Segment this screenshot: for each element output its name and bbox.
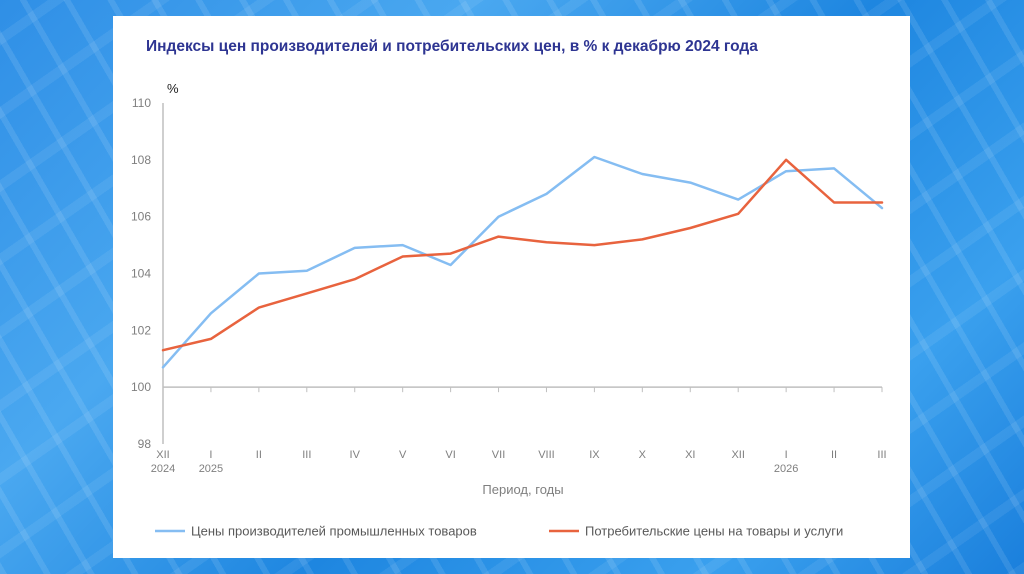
x-tick-label: IV <box>350 449 361 461</box>
x-year-label: 2024 <box>151 463 175 475</box>
series-line-1 <box>161 155 884 369</box>
x-year-label: 2025 <box>199 463 223 475</box>
x-tick-label: VIII <box>538 449 555 461</box>
y-tick-label: 106 <box>131 210 151 224</box>
chart-card <box>113 16 910 558</box>
legend: Цены производителей промышленных товаров… <box>155 524 843 539</box>
x-tick-label: V <box>399 449 407 461</box>
y-tick-label: 108 <box>131 153 151 167</box>
y-tick-label: 100 <box>131 380 151 394</box>
x-tick-label: II <box>256 449 262 461</box>
y-tick-label: 102 <box>131 323 151 337</box>
series-line-2 <box>161 158 884 352</box>
x-tick-label: I <box>209 449 212 461</box>
x-tick-label: III <box>302 449 311 461</box>
x-tick-label: II <box>831 449 837 461</box>
y-tick-label: 98 <box>138 437 152 451</box>
x-tick-label: I <box>785 449 788 461</box>
y-axis-label: % <box>167 81 179 96</box>
x-axis-label: Период, годы <box>482 482 563 497</box>
x-tick-label: IX <box>589 449 600 461</box>
legend-label: Цены производителей промышленных товаров <box>191 524 477 539</box>
y-tick-label: 110 <box>132 96 151 110</box>
x-year-label: 2026 <box>774 463 798 475</box>
x-tick-label: XII <box>156 449 169 461</box>
chart-title: Индексы цен производителей и потребитель… <box>146 38 758 55</box>
y-tick-labels: 98 100 102 104 106 108 110 <box>131 96 151 451</box>
y-tick-label: 104 <box>131 267 151 281</box>
x-tick-label: III <box>877 449 886 461</box>
x-tick-label: VII <box>492 449 505 461</box>
series-lines <box>161 155 884 369</box>
x-tick-label: VI <box>445 449 455 461</box>
x-tick-label: XII <box>731 449 744 461</box>
legend-label: Потребительские цены на товары и услуги <box>585 524 843 539</box>
x-tick-label: XI <box>685 449 695 461</box>
x-tick-label: X <box>639 449 647 461</box>
axes <box>162 103 883 444</box>
